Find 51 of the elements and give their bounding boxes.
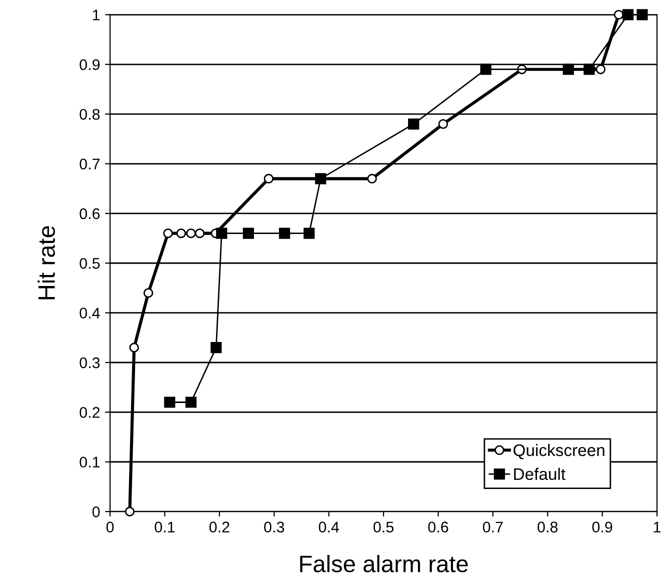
y-tick-label: 0.6 (80, 208, 100, 220)
y-tick-label: 0 (92, 506, 100, 518)
y-tick-label: 1 (93, 10, 100, 20)
point (614, 10, 624, 20)
x-tick-label: 0.5 (374, 522, 394, 533)
x-tick-label: 0.6 (428, 522, 448, 533)
point (129, 342, 139, 352)
point (480, 64, 492, 75)
point (163, 228, 173, 238)
x-tick-label: 0.8 (538, 522, 558, 533)
point (164, 396, 176, 408)
legend-label: Default (514, 468, 566, 480)
point (562, 64, 574, 75)
x-tick-label: 0.3 (264, 522, 284, 533)
point (367, 174, 377, 184)
x-tick-label: 0.7 (482, 522, 503, 533)
point (622, 9, 634, 20)
point (176, 228, 186, 238)
x-tick-label: 1 (654, 522, 660, 532)
point (408, 118, 420, 130)
y-tick-label: 0.3 (80, 357, 100, 368)
point (596, 64, 606, 74)
point (438, 119, 448, 129)
point (278, 228, 290, 239)
y-tick-label: 0.5 (80, 258, 100, 269)
x-tick-label: 0.2 (209, 522, 230, 533)
point (636, 9, 648, 20)
x-tick-label: 0 (106, 522, 114, 533)
y-tick-label: 0.2 (80, 407, 100, 418)
point (124, 506, 135, 516)
x-axis-title: False alarm rate (300, 554, 468, 572)
legend-label: Quickscreen (514, 444, 604, 460)
point (185, 396, 197, 408)
y-tick-label: 0.9 (80, 59, 100, 70)
y-tick-label: 0.8 (80, 108, 100, 120)
x-tick-label: 0.9 (592, 522, 612, 533)
point (210, 342, 222, 354)
y-tick-label: 0.4 (80, 308, 100, 318)
point (194, 228, 205, 238)
y-tick-label: 0.7 (80, 158, 100, 170)
point (216, 228, 228, 239)
y-tick-label: 0.1 (80, 456, 100, 468)
point (264, 174, 274, 184)
point (304, 228, 315, 239)
y-axis-title: Hit rate (38, 226, 55, 300)
x-tick-label: 0.4 (318, 522, 340, 533)
x-tick-label: 0.1 (154, 522, 175, 533)
point (143, 288, 154, 298)
point (315, 173, 326, 184)
point (242, 228, 254, 239)
point (186, 228, 196, 238)
